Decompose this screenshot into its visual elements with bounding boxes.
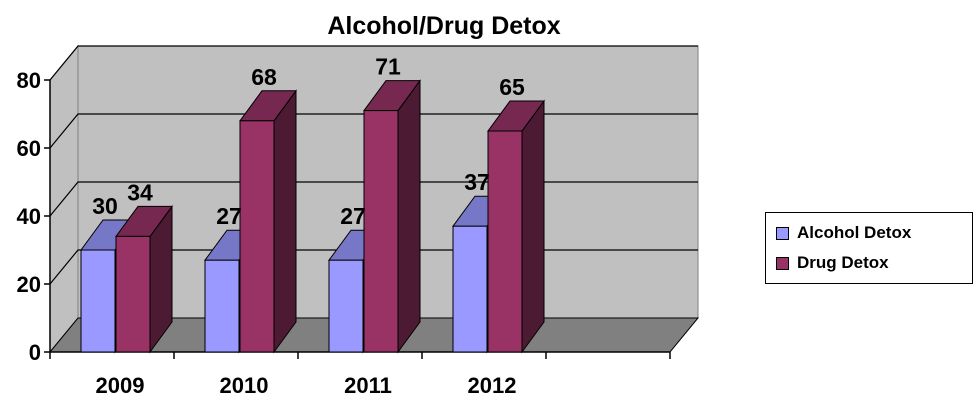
legend-label-drug-detox: Drug Detox <box>797 253 889 272</box>
legend-item-alcohol-detox: Alcohol Detox <box>776 222 911 244</box>
data-labels: 30 34 27 68 27 71 37 65 <box>92 54 525 230</box>
bar-front-face <box>452 225 488 353</box>
x-tick-label-2012: 2012 <box>468 373 517 398</box>
legend-swatch-alcohol-detox <box>776 226 789 240</box>
y-tick-label-60: 60 <box>17 136 41 161</box>
x-tick-label-2010: 2010 <box>220 373 269 398</box>
bar-front-face <box>487 130 523 353</box>
data-label-drug-detox-2009: 34 <box>127 179 153 205</box>
y-tick-label-0: 0 <box>29 340 41 365</box>
legend-label-alcohol-detox: Alcohol Detox <box>797 223 912 242</box>
data-label-alcohol-detox-2009: 30 <box>92 193 118 219</box>
bar-side-face <box>273 89 297 354</box>
data-label-drug-detox-2010: 68 <box>251 64 277 90</box>
bar-drug-detox-2009 <box>115 204 173 354</box>
bar-front-face <box>239 120 275 353</box>
data-label-alcohol-detox-2011: 27 <box>340 203 366 229</box>
bar-drug-detox-2010 <box>239 89 297 354</box>
chart-title: Alcohol/Drug Detox <box>327 12 560 40</box>
bar-front-face <box>80 249 116 353</box>
gridline-60 <box>49 113 698 149</box>
bars <box>80 79 545 354</box>
bar-front-face <box>204 259 240 353</box>
bar-drug-detox-2012 <box>487 99 545 354</box>
legend-item-drug-detox: Drug Detox <box>776 252 889 274</box>
bar-side-face <box>397 79 421 354</box>
bar-side-face <box>521 99 545 354</box>
data-label-drug-detox-2012: 65 <box>499 74 525 100</box>
legend: Alcohol Detox Drug Detox <box>765 212 973 284</box>
y-tick-label-20: 20 <box>17 272 41 297</box>
gridline-80 <box>49 45 698 81</box>
bar-front-face <box>115 235 151 353</box>
bar-drug-detox-2011 <box>363 79 421 354</box>
bar-front-face <box>328 259 364 353</box>
data-label-alcohol-detox-2010: 27 <box>216 203 242 229</box>
axes: 0 20 40 60 80 2009 2010 2011 2012 <box>17 68 671 398</box>
y-tick-label-40: 40 <box>17 204 41 229</box>
x-tick-label-2011: 2011 <box>344 373 392 398</box>
data-label-alcohol-detox-2012: 37 <box>464 169 490 195</box>
y-tick-label-80: 80 <box>17 68 41 93</box>
bar-front-face <box>363 110 399 353</box>
x-tick-label-2009: 2009 <box>96 373 145 398</box>
data-label-drug-detox-2011: 71 <box>375 54 401 80</box>
legend-swatch-drug-detox <box>776 256 789 270</box>
